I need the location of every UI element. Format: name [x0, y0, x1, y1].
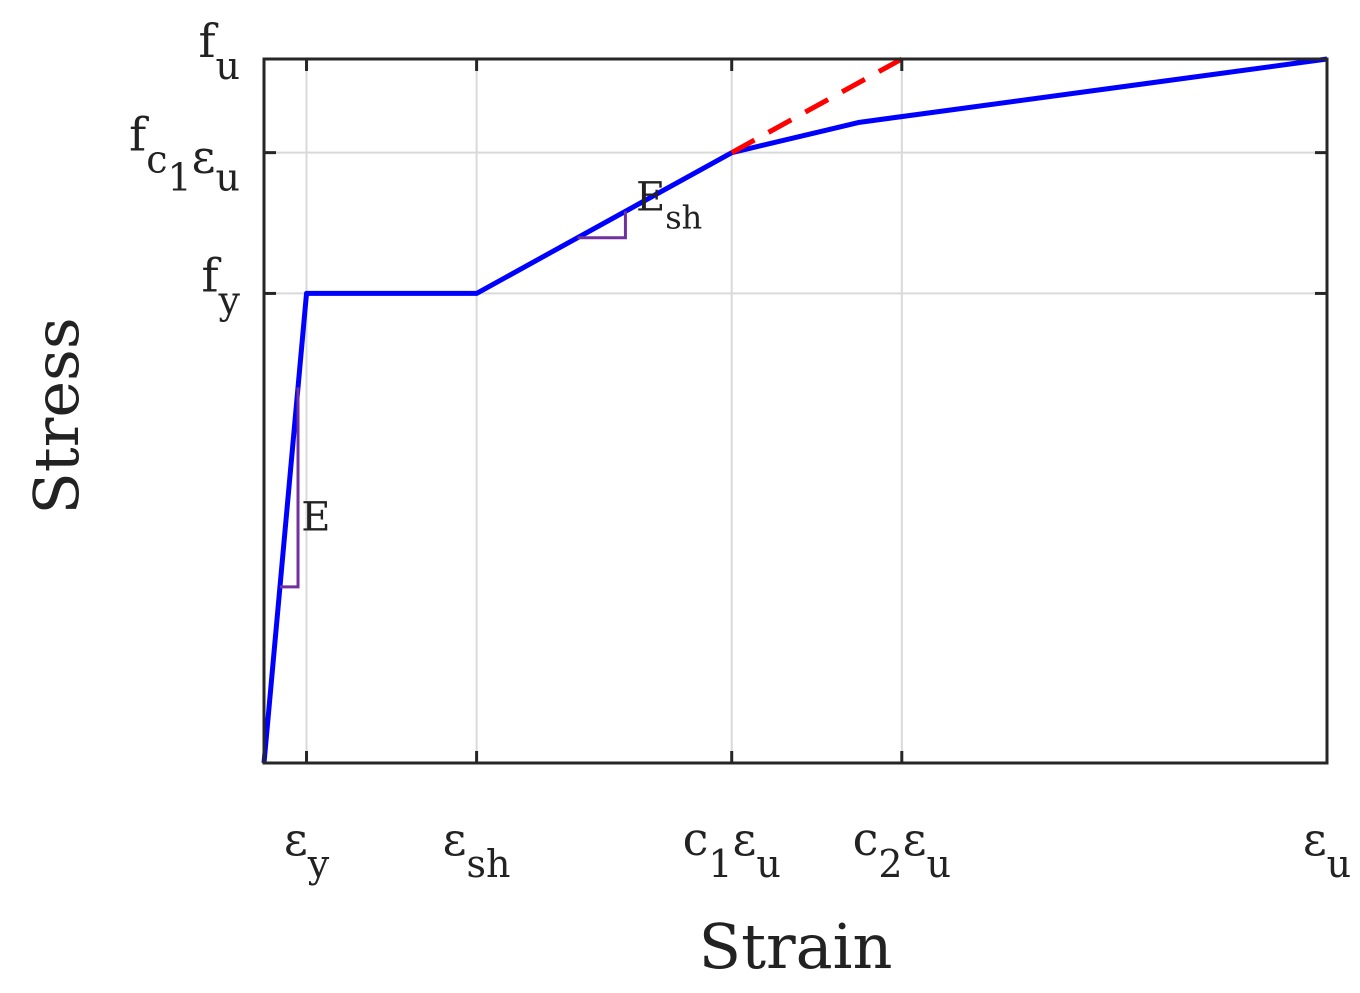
tick-marks: [264, 57, 1329, 763]
x-tick-label: εu: [1303, 812, 1351, 886]
grid: [264, 58, 1328, 763]
elastic-slope-triangle: [279, 387, 300, 589]
series-layer: [261, 56, 1328, 764]
y-tick-label: fy: [202, 248, 241, 322]
plot-frame: [262, 57, 1329, 765]
y-tick-label: fu: [198, 14, 240, 88]
hardening-slope-triangle: [577, 211, 627, 240]
annotations: E Esh: [301, 174, 702, 540]
x-tick-labels: εy εsh c1εu c2εu εu: [284, 812, 1351, 886]
slope-label: E: [301, 495, 330, 541]
y-axis-label: Stress: [20, 317, 93, 514]
x-axis-label: Strain: [699, 910, 893, 983]
y-tick-label: fc1εu: [129, 108, 240, 200]
series-line-2: [730, 56, 904, 155]
x-tick-label: εy: [284, 812, 330, 886]
x-tick-label: c2εu: [853, 812, 951, 886]
slope-triangles: [279, 211, 627, 589]
slope-label: Esh: [636, 174, 702, 236]
series-line-1: [261, 56, 1328, 764]
x-tick-label: c1εu: [683, 812, 781, 886]
y-tick-labels: fy fc1εu fu: [129, 14, 240, 322]
x-tick-label: εsh: [443, 812, 511, 886]
